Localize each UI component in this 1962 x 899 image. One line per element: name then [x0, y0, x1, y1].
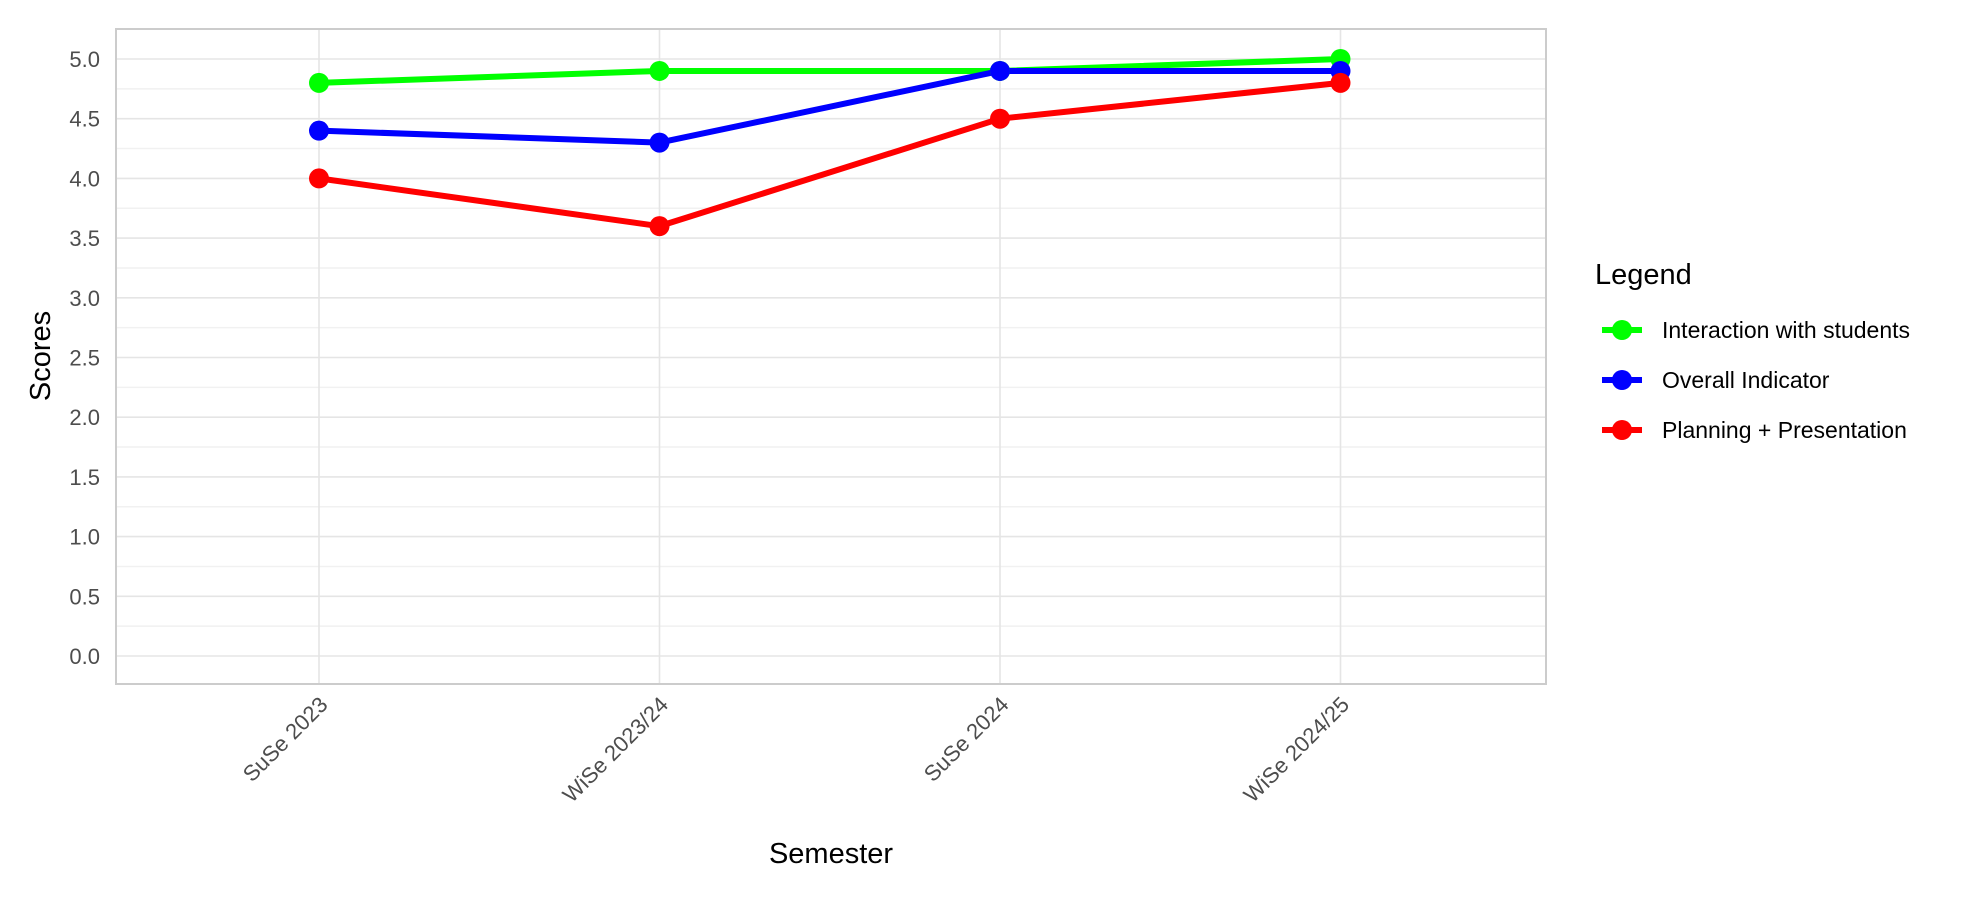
x-axis-title: Semester — [769, 838, 893, 870]
legend-item-overall-indicator: Overall Indicator — [1602, 367, 1830, 393]
y-tick-label: 1.5 — [69, 465, 100, 490]
y-axis-title: Scores — [25, 311, 57, 401]
data-point-planning-presentation — [649, 216, 670, 237]
legend-item-planning-presentation: Planning + Presentation — [1602, 417, 1907, 443]
y-tick-label: 2.5 — [69, 346, 100, 371]
y-tick-label: 2.0 — [69, 405, 100, 430]
legend-key-point — [1612, 320, 1632, 340]
data-point-overall-indicator — [990, 60, 1010, 81]
plot-panel-border — [115, 28, 1547, 685]
data-point-planning-presentation — [990, 108, 1010, 129]
legend-item-interaction-with-students: Interaction with students — [1602, 317, 1910, 343]
grid — [116, 29, 1546, 684]
data-point-interaction-with-students — [309, 72, 329, 93]
x-tick-label: WiSe 2023/24 — [558, 692, 673, 807]
series-line-overall-indicator — [318, 67, 1341, 146]
data-point-overall-indicator — [309, 120, 329, 141]
y-tick-label: 5.0 — [69, 47, 100, 72]
legend-label: Overall Indicator — [1662, 367, 1830, 393]
data-point-planning-presentation — [1330, 72, 1351, 93]
legend-title: Legend — [1595, 259, 1692, 291]
series-lines — [318, 56, 1341, 230]
x-tick-label: SuSe 2024 — [919, 692, 1014, 787]
x-tick-label: SuSe 2023 — [238, 692, 333, 787]
y-tick-label: 3.5 — [69, 226, 100, 251]
x-tick-label: WiSe 2024/25 — [1239, 692, 1354, 807]
legend-items: Interaction with students Overall Indicat… — [1602, 317, 1910, 443]
legend: Legend Interaction with students Overall … — [1595, 259, 1910, 443]
legend-label: Interaction with students — [1662, 317, 1910, 343]
legend-key-point — [1612, 420, 1632, 440]
series-points — [309, 49, 1351, 237]
y-tick-label: 4.0 — [69, 166, 100, 191]
y-tick-label: 1.0 — [69, 525, 100, 550]
y-tick-label: 0.0 — [69, 644, 100, 669]
legend-key-point — [1612, 370, 1632, 390]
series-line-planning-presentation — [318, 79, 1341, 230]
y-tick-label: 0.5 — [69, 584, 100, 609]
series-line-interaction-with-students — [318, 56, 1341, 86]
data-point-overall-indicator — [649, 132, 670, 153]
x-axis-tick-labels: SuSe 2023 WiSe 2023/24 SuSe 2024 WiSe 2024/… — [238, 692, 1354, 807]
legend-label: Planning + Presentation — [1662, 417, 1907, 443]
data-point-interaction-with-students — [649, 60, 670, 81]
data-point-planning-presentation — [309, 168, 329, 189]
y-tick-label: 3.0 — [69, 286, 100, 311]
y-axis-tick-labels: 0.0 0.5 1.0 1.5 2.0 2.5 3.0 3.5 4.0 4.5 5.0 — [69, 47, 100, 669]
y-tick-label: 4.5 — [69, 107, 100, 132]
